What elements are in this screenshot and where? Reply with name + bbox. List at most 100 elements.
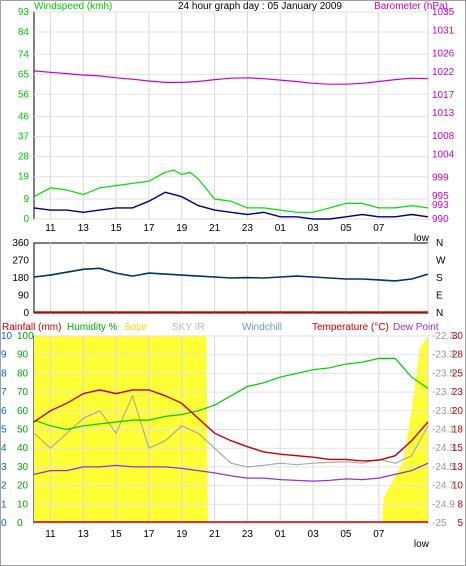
panel1-right-tick-label: 993 <box>432 200 449 211</box>
panel3-skyir-tick-label: -24.7 <box>432 481 455 492</box>
panel3-tick-label: 21 <box>209 529 221 540</box>
panel3-rainfall-tick-label: 1 <box>1 499 7 510</box>
panel3-tick-label: 01 <box>275 529 287 540</box>
wind-direction-line <box>33 267 429 282</box>
panel3-humidity-tick-label: 30 <box>17 462 29 473</box>
panel1-right-tick-label: 1013 <box>432 108 455 119</box>
panel1-left-tick-label: 93 <box>18 7 30 18</box>
legend-temperature: Temperature (°C) <box>312 322 389 333</box>
panel3-skyir-tick-label: -22.3 <box>432 331 455 342</box>
panel3-temperature-tick-label: 15 <box>452 443 464 454</box>
panel1-left-tick-label: 0 <box>23 214 29 225</box>
panel1-right-tick-label: 1031 <box>432 25 455 36</box>
panel3-tick-label: 23 <box>242 529 254 540</box>
panel3-tick-label: 17 <box>143 529 155 540</box>
panel3-temperature-tick-label: 25 <box>452 368 464 379</box>
panel3-temperature-tick-label: 28 <box>452 350 464 361</box>
legend-windchill: Windchill <box>242 322 282 333</box>
panel3-humidity-tick-label: 20 <box>17 481 29 492</box>
panel1-right-tick-label: 990 <box>432 214 449 225</box>
panel3-tick-label-low: low <box>414 539 430 550</box>
panel1-left-tick-label: 65 <box>18 69 30 80</box>
panel3-tick-label: 07 <box>373 529 385 540</box>
panel2-left-tick-label: 90 <box>18 291 30 302</box>
panel3-temperature-tick-label: 8 <box>457 499 463 510</box>
panel3-humidity-tick-label: 60 <box>17 406 29 417</box>
panel2-left-tick-label: 360 <box>12 238 29 249</box>
panel1-right-tick-label: 1022 <box>432 67 455 78</box>
panel1-left-tick-label: 74 <box>18 49 30 60</box>
panel3-humidity-tick-label: 40 <box>17 443 29 454</box>
panel3-rainfall-tick-label: 7 <box>1 387 7 398</box>
legend-solar: Solar <box>124 322 148 333</box>
panel3-skyir-tick-label: -24.5 <box>432 462 455 473</box>
panel3-humidity-tick-label: 90 <box>17 350 29 361</box>
panel1-right-tick-label: 995 <box>432 191 449 202</box>
panel3-tick-label: 05 <box>340 529 352 540</box>
panel2-right-compass-label: S <box>436 273 443 284</box>
panel3-tick-label: 19 <box>176 529 188 540</box>
panel1-left-tick-label: 37 <box>18 132 30 143</box>
solar-area <box>34 336 428 523</box>
panel3-skyir-tick-label: -24.9 <box>432 499 455 510</box>
panel1-left-tick-label: 28 <box>18 152 30 163</box>
panel3-humidity-tick-label: 50 <box>17 425 29 436</box>
panel3-humidity-tick-label: 70 <box>17 387 29 398</box>
panel3-rainfall-tick-label: 8 <box>1 368 7 379</box>
panel2-left-tick-label: 180 <box>12 273 29 284</box>
panel1-tick-label: 03 <box>308 223 320 234</box>
panel3-rainfall-tick-label: 0 <box>1 518 7 529</box>
panel1-right-tick-label: 1008 <box>432 131 455 142</box>
humidity-line <box>33 357 429 431</box>
panel3-tick-label: 03 <box>308 529 320 540</box>
panel1-tick-label: 15 <box>111 223 123 234</box>
panel1-right-tick-label: 1017 <box>432 90 455 101</box>
panel3-tick-label: 11 <box>45 529 56 540</box>
barometer-line <box>33 70 429 85</box>
panel3-skyir-tick-label: -23.3 <box>432 350 455 361</box>
panel2-left-tick-label: 270 <box>12 256 29 267</box>
windchill-line <box>33 394 429 468</box>
legend: Rainfall (mm) Humidity % Solar SKY IR Wi… <box>2 322 439 333</box>
panel3-temperature-tick-label: 5 <box>457 518 463 529</box>
panel3-rainfall-tick-label: 5 <box>1 425 7 436</box>
panel3-humidity-tick-label: 0 <box>17 518 23 529</box>
panel3-rainfall-tick-label: 3 <box>1 462 7 473</box>
legend-sky-ir: SKY IR <box>172 322 205 333</box>
panel3-rainfall-tick-label: 2 <box>1 481 7 492</box>
panel3-rainfall-tick-label: 6 <box>1 406 7 417</box>
chart-panels: 0919283746566574849399099399599910041008… <box>1 7 463 550</box>
panel3-humidity-tick-label: 10 <box>17 499 29 510</box>
panel3-temperature-tick-label: 23 <box>452 387 464 398</box>
panel1-tick-label: 11 <box>45 223 56 234</box>
panel3-temperature-tick-label: 18 <box>452 425 464 436</box>
panel3-rainfall-tick-label: 10 <box>1 331 13 342</box>
panel3-skyir-tick-label: -23.5 <box>432 368 455 379</box>
dew-point-line <box>33 462 429 482</box>
panel1-tick-label-low: low <box>414 233 430 244</box>
panel1-left-tick-label: 84 <box>18 27 30 38</box>
panel1-right-tick-label: 999 <box>432 173 449 184</box>
panel1-left-tick-label: 46 <box>18 112 30 123</box>
panel2-right-compass-label: E <box>436 291 443 302</box>
panel3-humidity-tick-label: 100 <box>17 331 34 342</box>
panel1-tick-label: 05 <box>340 223 352 234</box>
panel3-temperature-tick-label: 30 <box>452 331 464 342</box>
panel3-skyir-tick-label: -25 <box>432 518 447 529</box>
panel1-tick-label: 07 <box>373 223 385 234</box>
panel1-tick-label: 13 <box>78 223 90 234</box>
panel3-skyir-tick-label: -23.7 <box>432 387 455 398</box>
panel1-title: 24 hour graph day : 05 January 2009 <box>178 1 342 12</box>
panel1-right-tick-label: 1004 <box>432 150 455 161</box>
wind-average-line <box>33 191 429 220</box>
panel1-tick-label: 01 <box>275 223 287 234</box>
panel1-left-axis-label: Windspeed (kmh) <box>34 1 112 12</box>
panel3-skyir-tick-label: -23.9 <box>432 406 455 417</box>
panel1-left-tick-label: 9 <box>23 194 29 205</box>
panel3-tick-label: 15 <box>111 529 123 540</box>
panel3-temperature-tick-label: 20 <box>452 406 464 417</box>
panel3-temperature-tick-label: 10 <box>452 481 464 492</box>
panel1-right-tick-label: 1026 <box>432 48 455 59</box>
panel3-skyir-tick-label: -24.1 <box>432 425 455 436</box>
panel1-frame <box>33 11 429 220</box>
